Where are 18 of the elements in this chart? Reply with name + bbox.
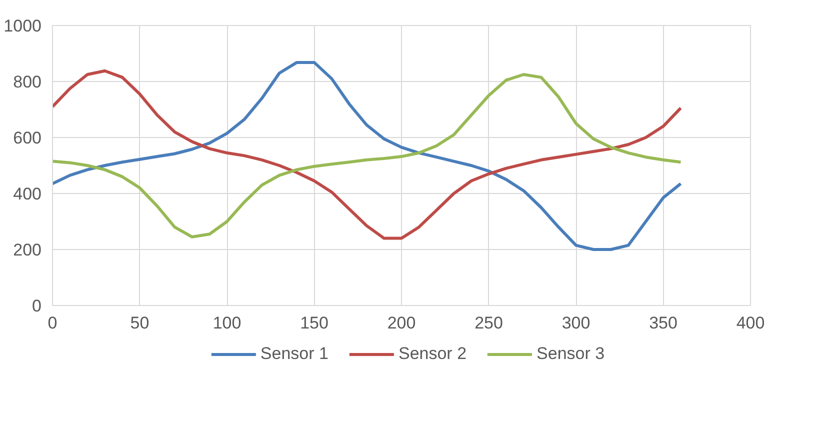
- legend-label: Sensor 3: [536, 344, 605, 364]
- y-tick-label: 200: [13, 240, 42, 260]
- x-tick-label: 350: [649, 314, 678, 332]
- legend-label: Sensor 2: [398, 344, 467, 364]
- x-tick-label: 50: [130, 314, 150, 332]
- x-tick-label: 100: [212, 314, 242, 332]
- x-tick-label: 200: [387, 314, 416, 332]
- y-tick-label: 1000: [4, 16, 42, 36]
- y-tick-label: 400: [13, 184, 42, 204]
- y-tick-label: 600: [13, 128, 42, 148]
- x-tick-label: 300: [562, 314, 590, 332]
- x-tick-label: 250: [474, 314, 503, 332]
- y-tick-label: 0: [32, 296, 42, 316]
- y-tick-label: 800: [13, 72, 42, 92]
- legend-label: Sensor 1: [260, 344, 328, 364]
- x-tick-label: 150: [300, 314, 328, 332]
- x-tick-label: 400: [736, 314, 765, 332]
- x-tick-label: 0: [48, 314, 58, 332]
